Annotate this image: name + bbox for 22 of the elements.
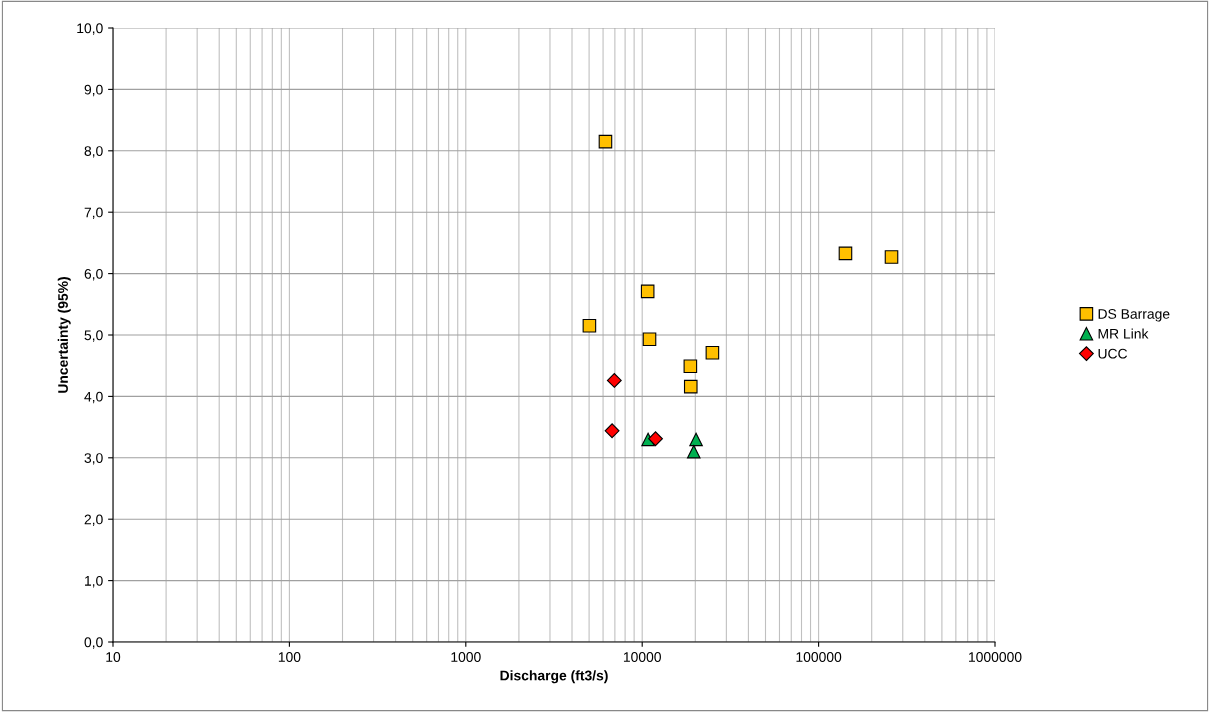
y-tick-label: 2,0 (84, 514, 103, 527)
y-tick-label: 10,0 (77, 23, 103, 35)
y-axis-title: Uncertainty (95%) (57, 277, 71, 393)
y-tick-label: 1,0 (85, 575, 103, 588)
x-tick-label: 1000 (451, 652, 481, 662)
x-tick-label: 100000 (796, 652, 842, 662)
x-tick-label: 10000 (623, 652, 661, 662)
y-tick-label: 4,0 (84, 391, 103, 404)
y-tick-label: 3,0 (84, 453, 103, 465)
y-tick-label: 7,0 (84, 207, 103, 220)
x-axis-title: Discharge (ft3/s) (500, 670, 608, 684)
x-tick-label: 100 (278, 652, 301, 662)
legend-label: MR Link (1098, 328, 1149, 339)
x-tick-label: 10 (106, 652, 121, 662)
y-tick-label: 6,0 (84, 268, 103, 281)
y-tick-label: 8,0 (84, 146, 103, 158)
y-tick-label: 0,0 (84, 637, 103, 649)
y-tick-label: 5,0 (84, 330, 103, 342)
legend-label: DS Barrage (1098, 309, 1170, 322)
x-tick-label: 1000000 (969, 652, 1022, 662)
legend-label: UCC (1098, 348, 1128, 359)
y-tick-label: 9,0 (84, 84, 103, 97)
